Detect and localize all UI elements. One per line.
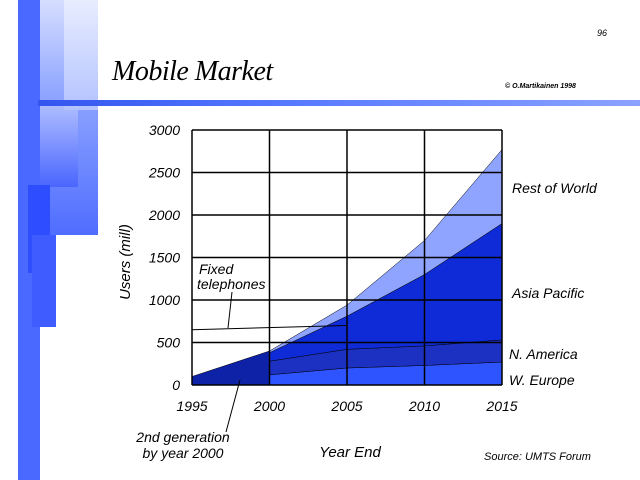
x-axis-title: Year End xyxy=(319,444,381,461)
series-label-asia-pacific: Asia Pacific xyxy=(511,285,584,301)
fixed-telephones-label-line-2: telephones xyxy=(197,276,266,292)
y-axis-title: Users (mill) xyxy=(117,224,134,300)
y-tick-label-2500: 2500 xyxy=(148,165,180,181)
chart-areas xyxy=(191,148,503,386)
y-tick-label-0: 0 xyxy=(172,377,180,393)
series-label-n-america: N. America xyxy=(509,346,578,362)
chart-annotations xyxy=(191,291,348,433)
second-generation-label-line-2: by year 2000 xyxy=(143,445,224,461)
decor-block-6 xyxy=(64,0,98,110)
decor-block-5 xyxy=(32,235,56,327)
series-label-rest-of-world: Rest of World xyxy=(512,180,598,196)
x-tick-label-2010: 2010 xyxy=(408,398,440,414)
area-second-generation xyxy=(191,350,270,386)
slide-title: Mobile Market xyxy=(112,56,273,87)
copyright-note: © O.Martikainen 1998 xyxy=(505,83,576,90)
source-note: Source: UMTS Forum xyxy=(484,451,591,463)
second-generation-label-line-1: 2nd generation xyxy=(135,429,230,445)
fixed-telephones-label-line-1: Fixed xyxy=(199,261,234,277)
y-tick-label-3000: 3000 xyxy=(149,122,180,138)
title-rule xyxy=(38,100,640,106)
series-label-w-europe: W. Europe xyxy=(509,372,575,388)
x-tick-label-2000: 2000 xyxy=(253,398,285,414)
x-tick-label-2005: 2005 xyxy=(330,398,362,414)
decor-block-3 xyxy=(40,105,78,187)
second-generation-pointer xyxy=(225,379,241,433)
x-tick-label-2015: 2015 xyxy=(485,398,517,414)
fixed-telephones-pointer xyxy=(227,291,233,329)
y-tick-label-1000: 1000 xyxy=(149,292,180,308)
y-tick-label-500: 500 xyxy=(157,335,181,351)
chart-labels: 1995 2000 2005 2010 2015 0 500 1000 1500 2000 2500… xyxy=(117,122,598,463)
y-tick-label-1500: 1500 xyxy=(149,250,180,266)
x-tick-label-1995: 1995 xyxy=(176,398,207,414)
fixed-telephones-line xyxy=(191,325,348,331)
page-number: 96 xyxy=(597,28,608,38)
chart-grid xyxy=(191,129,503,386)
y-tick-label-2000: 2000 xyxy=(148,207,180,223)
